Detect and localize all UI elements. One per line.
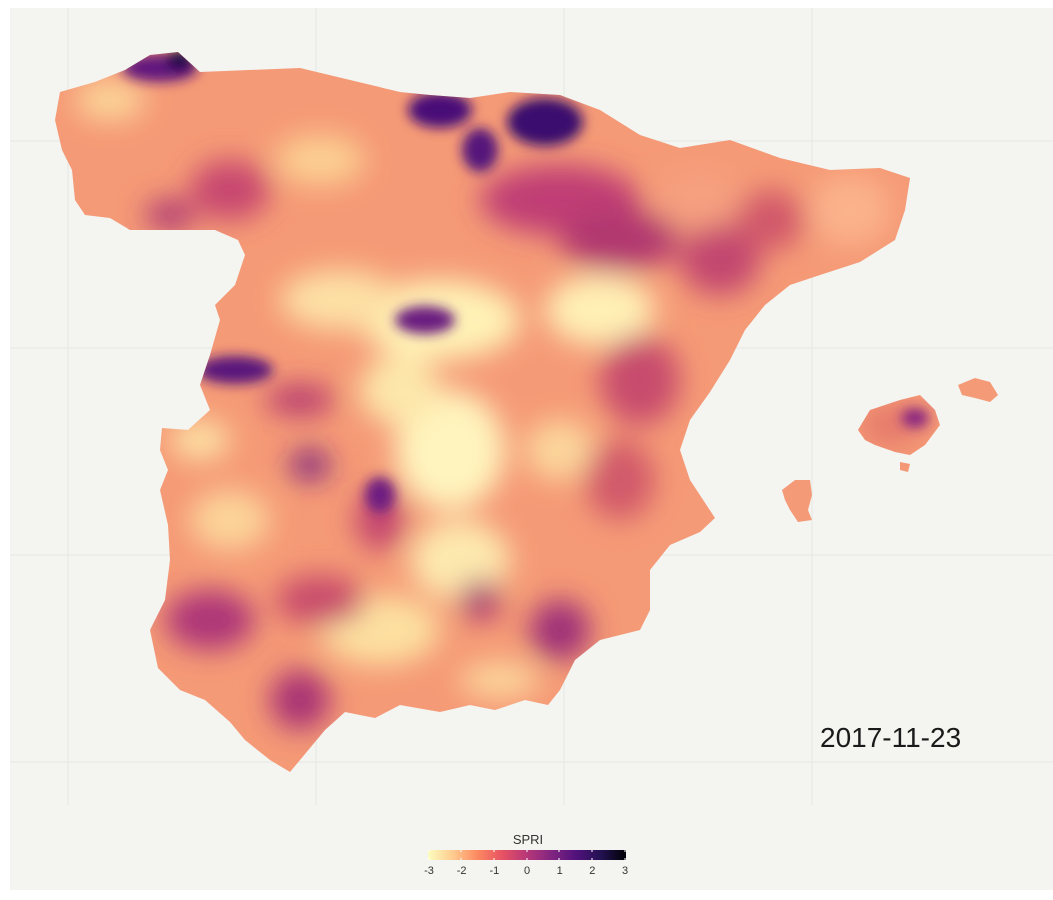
legend-colorbar <box>428 850 626 860</box>
legend-tick-label: -2 <box>456 865 467 877</box>
legend-tick-label: 1 <box>556 865 563 877</box>
legend-tick-label: 0 <box>523 865 531 877</box>
legend-title: SPRI <box>512 832 544 847</box>
legend-tick-label: -1 <box>489 865 500 877</box>
map-date-label: 2017-11-23 <box>820 722 962 753</box>
legend-tick-label: 2 <box>589 865 596 877</box>
legend-tick-label: 3 <box>621 865 629 877</box>
color-legend: SPRI -3 -2 -1 0 1 2 3 <box>420 832 640 882</box>
legend-tick-label: -3 <box>424 865 434 877</box>
